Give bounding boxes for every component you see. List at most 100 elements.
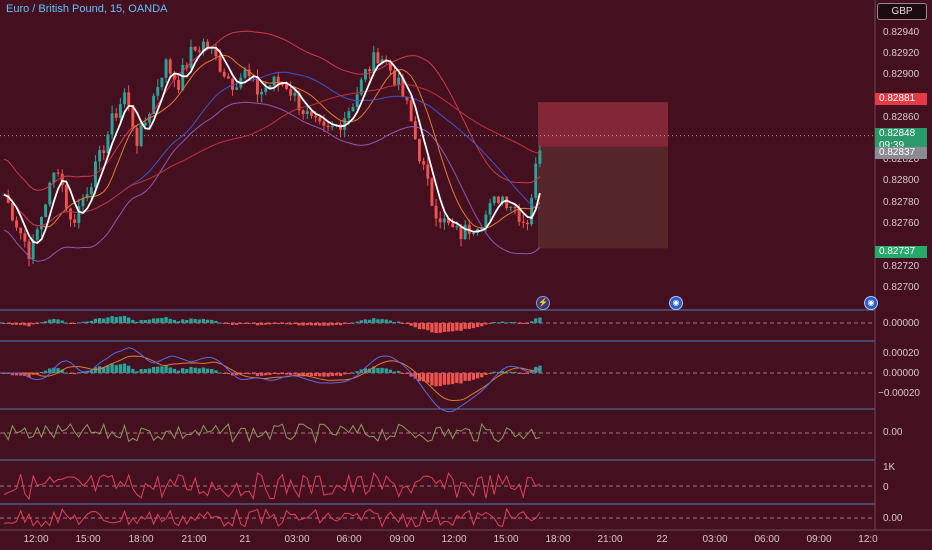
macd2-histogram-bar (218, 372, 222, 374)
macd1-histogram-bar (326, 323, 330, 326)
candle-body (10, 202, 14, 221)
candle-body (305, 111, 309, 114)
macd1-histogram-bar (264, 323, 268, 325)
macd1-histogram-bar (475, 323, 480, 328)
candle-body (19, 227, 23, 234)
macd2-histogram-bar (43, 370, 48, 373)
macd2-histogram-bar (27, 373, 31, 378)
macd2-histogram-bar (48, 368, 52, 373)
macd2-histogram-bar (421, 373, 426, 382)
time-tick: 03:00 (702, 534, 728, 545)
macd2-histogram-bar (35, 373, 39, 374)
macd2-histogram-bar (322, 373, 326, 377)
macd2-histogram-bar (384, 368, 388, 373)
macd2-histogram-bar (156, 366, 160, 373)
macd2-histogram-bar (143, 369, 147, 373)
macd1-histogram-bar (39, 322, 44, 324)
macd2-signal-line (4, 355, 541, 401)
candle-body (64, 184, 68, 209)
macd1-histogram-bar (505, 322, 509, 324)
macd1-histogram-bar (268, 323, 272, 325)
candle-body (118, 104, 122, 118)
macd2-histogram-bar (513, 371, 517, 373)
candle-body (289, 88, 293, 96)
candle-body (69, 208, 72, 220)
macd1-histogram-bar (27, 323, 31, 327)
macd2-histogram-bar (31, 373, 35, 375)
macd1-histogram-bar (276, 323, 280, 324)
macd2-histogram-bar (251, 373, 255, 375)
macd2-histogram-bar (73, 373, 77, 375)
candle-body (388, 61, 392, 71)
macd2-histogram-bar (168, 367, 172, 373)
time-tick: 21:00 (181, 534, 207, 545)
macd1-histogram-bar (235, 323, 239, 325)
time-tick: 21:00 (597, 534, 623, 545)
macd2-histogram-bar (205, 368, 210, 373)
macd2-histogram-bar (89, 370, 93, 373)
macd2-histogram-bar (264, 373, 268, 376)
macd1-histogram-bar (509, 322, 513, 324)
candle-body (156, 87, 160, 96)
macd2-histogram-bar (318, 373, 322, 377)
macd1-histogram-bar (23, 323, 27, 326)
macd2-histogram-bar (538, 365, 542, 373)
event-lightning-icon[interactable]: ⚡ (536, 296, 550, 310)
macd2-histogram-bar (164, 365, 168, 373)
candle-body (330, 126, 334, 128)
macd1-histogram-bar (376, 319, 380, 323)
candle-body (438, 218, 442, 223)
target-price-tag: 0.82737 (875, 246, 927, 258)
event-marker-icon[interactable]: ◉ (864, 296, 878, 310)
macd2-histogram-bar (39, 371, 44, 373)
macd1-histogram-bar (226, 323, 231, 324)
time-tick: 15:00 (493, 534, 519, 545)
macd2-histogram-bar (330, 373, 334, 377)
macd1-histogram-bar (43, 321, 48, 323)
candle-body (422, 161, 426, 165)
macd1-histogram-bar (384, 319, 388, 323)
macd1-histogram-bar (529, 321, 534, 323)
macd2-histogram-bar (484, 373, 488, 376)
candle-body (280, 83, 284, 85)
macd2-histogram-bar (276, 373, 280, 375)
price-tick: 0.82720 (883, 261, 920, 272)
macd2-histogram-bar (334, 373, 339, 376)
macd2-histogram-bar (455, 373, 459, 384)
macd2-histogram-bar (446, 373, 451, 385)
macd2-histogram-bar (372, 366, 376, 373)
candle-body (73, 219, 77, 223)
macd2-histogram-bar (118, 364, 123, 373)
macd1-histogram-bar (35, 323, 39, 324)
pane4-oscillator-line (3, 471, 541, 500)
macd1-histogram-bar (309, 323, 314, 326)
macd1-histogram-bar (322, 323, 326, 326)
currency-button[interactable]: GBP (877, 3, 927, 20)
macd1-histogram-bar (147, 319, 152, 323)
macd1-histogram-bar (73, 323, 77, 324)
macd1-histogram-bar (451, 323, 455, 332)
event-marker-icon[interactable]: ◉ (669, 296, 683, 310)
macd1-histogram-bar (438, 323, 442, 333)
macd2-histogram-bar (235, 373, 239, 376)
candle-body (214, 47, 218, 57)
macd1-histogram-bar (297, 323, 301, 326)
candle-body (48, 182, 52, 205)
macd1-histogram-bar (397, 321, 401, 323)
macd2-histogram-bar (521, 373, 525, 374)
macd1-histogram-bar (214, 320, 218, 323)
candle-body (218, 56, 222, 72)
time-tick: 12:00 (23, 534, 49, 545)
macd1-histogram-bar (10, 323, 15, 325)
candle-body (197, 50, 201, 52)
macd2-histogram-bar (214, 370, 218, 373)
macd1-histogram-bar (89, 320, 93, 323)
macd1-histogram-bar (176, 321, 181, 323)
macd2-histogram-bar (492, 371, 496, 373)
macd2-histogram-bar (401, 373, 405, 374)
macd2-histogram-bar (438, 373, 442, 387)
macd1-histogram-bar (239, 323, 243, 324)
macd1-histogram-bar (413, 323, 417, 328)
pane2-tick: 0.00000 (883, 368, 920, 379)
